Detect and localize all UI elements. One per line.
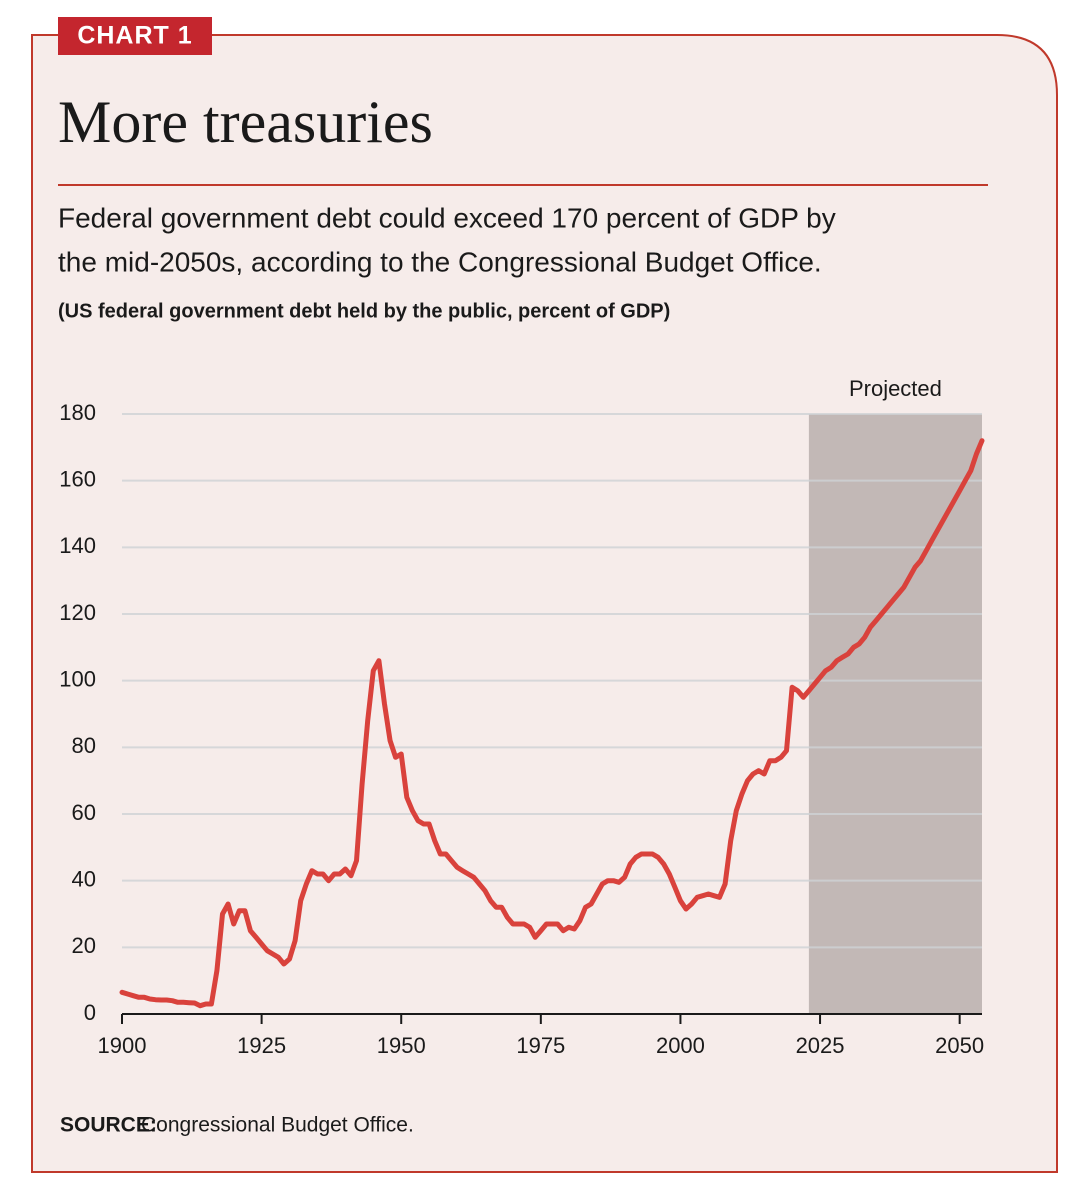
y-tick-label: 180 <box>59 400 96 425</box>
debt-line <box>119 438 985 1009</box>
x-tick-label: 2050 <box>935 1033 984 1058</box>
x-tick-label: 2025 <box>796 1033 845 1058</box>
x-tick-label: 2000 <box>656 1033 705 1058</box>
source: Congressional Budget Office. <box>141 1114 414 1137</box>
y-tick-label: 140 <box>59 533 96 558</box>
chart-label-box <box>58 17 212 55</box>
subtitle-line: the mid-2050s, according to the Congress… <box>58 246 822 277</box>
y-tick-label: 40 <box>72 866 96 891</box>
chart-label: CHART 1 <box>77 22 192 50</box>
plot: Projected 0 20 40 60 80 100 120 140 160 180 1900 192… <box>59 376 985 1058</box>
y-tick-label: 0 <box>84 1000 96 1025</box>
y-tick-label: 100 <box>59 666 96 691</box>
x-tick-label: 1925 <box>237 1033 286 1058</box>
frame <box>31 34 1058 1173</box>
x-tick-label: 1975 <box>516 1033 565 1058</box>
x-tick-label: 1900 <box>98 1033 147 1058</box>
y-tick-label: 20 <box>72 933 96 958</box>
subtitle-line: Federal government debt could exceed 170… <box>58 202 836 233</box>
x-tick-label: 1950 <box>377 1033 426 1058</box>
projected-shade <box>808 414 982 1014</box>
annotation: Projected <box>849 376 942 401</box>
y-axis-label: (US federal government debt held by the … <box>58 300 670 322</box>
chart-title: More treasuries <box>58 89 433 155</box>
y-tick-label: 80 <box>72 733 96 758</box>
y-tick-label: 120 <box>59 600 96 625</box>
source-label: SOURCE: <box>60 1114 157 1137</box>
y-tick-label: 160 <box>59 466 96 491</box>
y-tick-label: 60 <box>72 800 96 825</box>
